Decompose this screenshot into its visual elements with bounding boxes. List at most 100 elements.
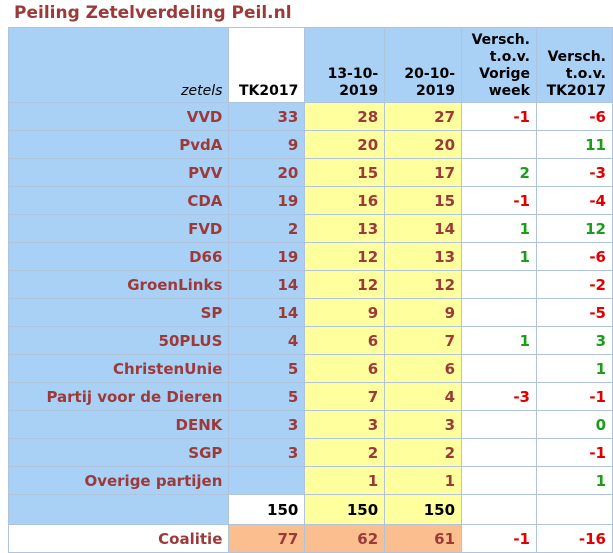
party-name: Partij voor de Dieren <box>7 382 230 411</box>
table-row: ChristenUnie 5 6 6 1 <box>7 354 613 383</box>
header-poll-1: 13-10-2019 <box>304 27 386 103</box>
diff-tk2017: -5 <box>535 298 613 327</box>
seats-poll-2: 15 <box>384 186 463 215</box>
party-name: CDA <box>7 186 230 215</box>
table-row: Partij voor de Dieren 5 7 4 -3 -1 <box>7 382 613 411</box>
totals-row: 150 150 150 <box>7 494 613 525</box>
table-row: CDA 19 16 15 -1 -4 <box>7 186 613 215</box>
seats-poll-1: 12 <box>304 242 386 271</box>
coalition-poll-2: 61 <box>384 524 463 553</box>
table-row: GroenLinks 14 12 12 -2 <box>7 270 613 299</box>
seats-tk2017: 4 <box>228 326 306 355</box>
party-name: ChristenUnie <box>7 354 230 383</box>
header-tk2017: TK2017 <box>228 27 306 103</box>
diff-tk2017: 12 <box>535 214 613 243</box>
diff-week <box>461 410 537 439</box>
diff-tk2017: -2 <box>535 270 613 299</box>
seats-poll-1: 13 <box>304 214 386 243</box>
table-row: SP 14 9 9 -5 <box>7 298 613 327</box>
seats-poll-2: 2 <box>384 438 463 467</box>
diff-tk2017: -6 <box>535 102 613 131</box>
seats-poll-1: 16 <box>304 186 386 215</box>
total-diff-week <box>461 494 537 525</box>
diff-week <box>461 130 537 159</box>
table-row: Overige partijen 1 1 1 <box>7 466 613 495</box>
diff-tk2017: 1 <box>535 466 613 495</box>
table-row: FVD 2 13 14 1 12 <box>7 214 613 243</box>
total-diff-tk2017 <box>535 494 613 525</box>
seats-poll-2: 1 <box>384 466 463 495</box>
seats-poll-1: 2 <box>304 438 386 467</box>
seats-poll-2: 20 <box>384 130 463 159</box>
table-row: PvdA 9 20 20 11 <box>7 130 613 159</box>
diff-week: 1 <box>461 242 537 271</box>
header-diff-tk2017: Versch. t.o.v. TK2017 <box>535 27 613 103</box>
diff-week: 2 <box>461 158 537 187</box>
diff-week <box>461 270 537 299</box>
seats-tk2017: 19 <box>228 186 306 215</box>
party-name: 50PLUS <box>7 326 230 355</box>
seats-poll-1: 6 <box>304 354 386 383</box>
party-name: FVD <box>7 214 230 243</box>
diff-tk2017: 11 <box>535 130 613 159</box>
header-poll-2: 20-10-2019 <box>384 27 463 103</box>
diff-week <box>461 438 537 467</box>
diff-week <box>461 466 537 495</box>
header-zetels: zetels <box>7 27 230 103</box>
diff-tk2017: -4 <box>535 186 613 215</box>
diff-week: -3 <box>461 382 537 411</box>
coalition-label: Coalitie <box>7 524 230 553</box>
party-name: PVV <box>7 158 230 187</box>
party-name: SP <box>7 298 230 327</box>
seats-poll-2: 14 <box>384 214 463 243</box>
seats-poll-2: 12 <box>384 270 463 299</box>
totals-label-cell <box>7 494 230 525</box>
seat-distribution-table: zetels TK2017 13-10-2019 20-10-2019 Vers… <box>7 27 613 553</box>
diff-week: 1 <box>461 214 537 243</box>
seats-poll-2: 17 <box>384 158 463 187</box>
seats-poll-1: 12 <box>304 270 386 299</box>
diff-week: 1 <box>461 326 537 355</box>
seats-poll-1: 15 <box>304 158 386 187</box>
total-poll-1: 150 <box>304 494 386 525</box>
diff-week <box>461 298 537 327</box>
diff-tk2017: 1 <box>535 354 613 383</box>
seats-poll-1: 20 <box>304 130 386 159</box>
table-row: VVD 33 28 27 -1 -6 <box>7 102 613 131</box>
header-row: zetels TK2017 13-10-2019 20-10-2019 Vers… <box>7 27 613 103</box>
diff-tk2017: -3 <box>535 158 613 187</box>
diff-week: -1 <box>461 186 537 215</box>
seats-poll-1: 7 <box>304 382 386 411</box>
seats-tk2017: 5 <box>228 382 306 411</box>
seats-poll-1: 9 <box>304 298 386 327</box>
seats-poll-2: 9 <box>384 298 463 327</box>
party-name: VVD <box>7 102 230 131</box>
seats-tk2017: 2 <box>228 214 306 243</box>
seats-tk2017: 14 <box>228 270 306 299</box>
table-row: PVV 20 15 17 2 -3 <box>7 158 613 187</box>
table-row: D66 19 12 13 1 -6 <box>7 242 613 271</box>
seats-poll-2: 3 <box>384 410 463 439</box>
table-row: SGP 3 2 2 -1 <box>7 438 613 467</box>
seats-tk2017: 19 <box>228 242 306 271</box>
diff-tk2017: 0 <box>535 410 613 439</box>
total-poll-2: 150 <box>384 494 463 525</box>
party-name: GroenLinks <box>7 270 230 299</box>
table-row: DENK 3 3 3 0 <box>7 410 613 439</box>
seats-poll-1: 6 <box>304 326 386 355</box>
seats-poll-1: 3 <box>304 410 386 439</box>
seats-tk2017: 20 <box>228 158 306 187</box>
party-name: Overige partijen <box>7 466 230 495</box>
seats-tk2017: 33 <box>228 102 306 131</box>
seats-poll-2: 7 <box>384 326 463 355</box>
seats-tk2017: 3 <box>228 410 306 439</box>
coalition-diff-tk2017: -16 <box>535 524 613 553</box>
diff-week <box>461 354 537 383</box>
seats-tk2017: 9 <box>228 130 306 159</box>
page-title: Peiling Zetelverdeling Peil.nl <box>14 3 292 23</box>
table-row: 50PLUS 4 6 7 1 3 <box>7 326 613 355</box>
seats-poll-2: 13 <box>384 242 463 271</box>
diff-week: -1 <box>461 102 537 131</box>
seats-poll-2: 4 <box>384 382 463 411</box>
diff-tk2017: -1 <box>535 438 613 467</box>
